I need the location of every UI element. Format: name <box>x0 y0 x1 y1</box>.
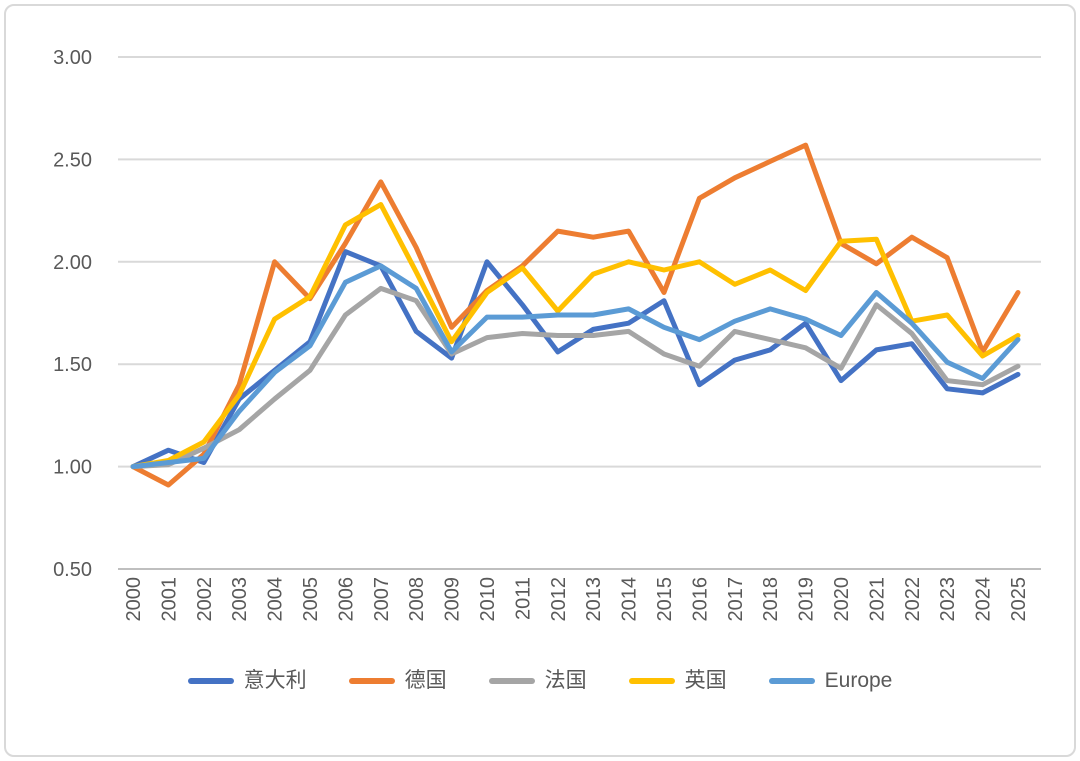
x-axis-tick-label: 2015 <box>654 577 676 622</box>
x-axis-tick-label: 2025 <box>1008 577 1030 622</box>
legend-label: 德国 <box>404 669 447 692</box>
series-line-5 <box>130 263 1021 470</box>
line-chart-plot: 0.50 1.00 1.50 2.00 2.50 3.00 2000 2001 2002 2003… <box>53 47 1041 622</box>
legend-item-1: 意大利 <box>187 669 307 692</box>
legend-swatch-icon <box>187 677 234 684</box>
x-axis-tick-label: 2008 <box>406 577 428 622</box>
legend-item-4: 英国 <box>628 669 727 692</box>
legend-label: 意大利 <box>243 669 307 692</box>
x-axis-tick-label: 2023 <box>937 577 959 622</box>
x-axis-tick-label: 2022 <box>902 577 924 622</box>
x-axis-tick-label: 2020 <box>831 577 853 622</box>
x-axis-tick-label: 2010 <box>477 577 499 622</box>
x-axis-tick-label: 2012 <box>548 577 570 622</box>
line-chart-card: 0.50 1.00 1.50 2.00 2.50 3.00 2000 2001 2002 2003… <box>4 4 1076 757</box>
x-axis-tick-label: 2006 <box>335 577 357 622</box>
x-axis-tick-label: 2021 <box>866 577 888 622</box>
legend-swatch-icon <box>768 677 815 684</box>
y-axis-tick-label: 0.50 <box>53 559 92 581</box>
legend-item-5: Europe <box>768 669 893 692</box>
x-axis-tick-label: 2007 <box>371 577 393 622</box>
x-axis-tick-label: 2002 <box>194 577 216 622</box>
x-axis-tick-label: 2016 <box>689 577 711 622</box>
legend-label: 英国 <box>684 669 727 692</box>
x-axis-tick-label: 2019 <box>796 577 818 622</box>
y-axis-tick-label: 2.00 <box>53 252 92 274</box>
x-axis-tick-label: 2004 <box>265 577 287 622</box>
legend-item-3: 法国 <box>488 669 587 692</box>
x-axis-tick-label: 2005 <box>300 577 322 622</box>
x-axis-tick-label: 2001 <box>158 577 180 622</box>
x-axis-tick-label: 2000 <box>123 577 145 622</box>
series-line-2 <box>130 142 1021 488</box>
x-axis-tick-label: 2009 <box>442 577 464 622</box>
y-axis-tick-label: 1.00 <box>53 457 92 479</box>
y-axis-tick-label: 3.00 <box>53 47 92 69</box>
series-line-4 <box>130 202 1021 470</box>
y-axis-tick-label: 2.50 <box>53 149 92 171</box>
x-axis-tick-label: 2011 <box>512 577 534 620</box>
series-line-3 <box>130 285 1021 470</box>
legend-swatch-icon <box>628 677 675 684</box>
legend-label: Europe <box>824 669 893 692</box>
legend-label: 法国 <box>544 669 587 692</box>
legend-item-2: 德国 <box>348 669 447 692</box>
x-axis-tick-label: 2024 <box>973 577 995 622</box>
x-axis-tick-label: 2018 <box>760 577 782 622</box>
x-axis-tick-label: 2003 <box>229 577 251 622</box>
legend-swatch-icon <box>348 677 395 684</box>
y-axis-tick-label: 1.50 <box>53 354 92 376</box>
x-axis-tick-label: 2017 <box>725 577 747 622</box>
x-axis-tick-label: 2013 <box>583 577 605 622</box>
x-axis-tick-label: 2014 <box>619 577 641 622</box>
chart-legend: 意大利 德国 法国 英国 Europe <box>6 670 1074 691</box>
legend-swatch-icon <box>488 677 535 684</box>
